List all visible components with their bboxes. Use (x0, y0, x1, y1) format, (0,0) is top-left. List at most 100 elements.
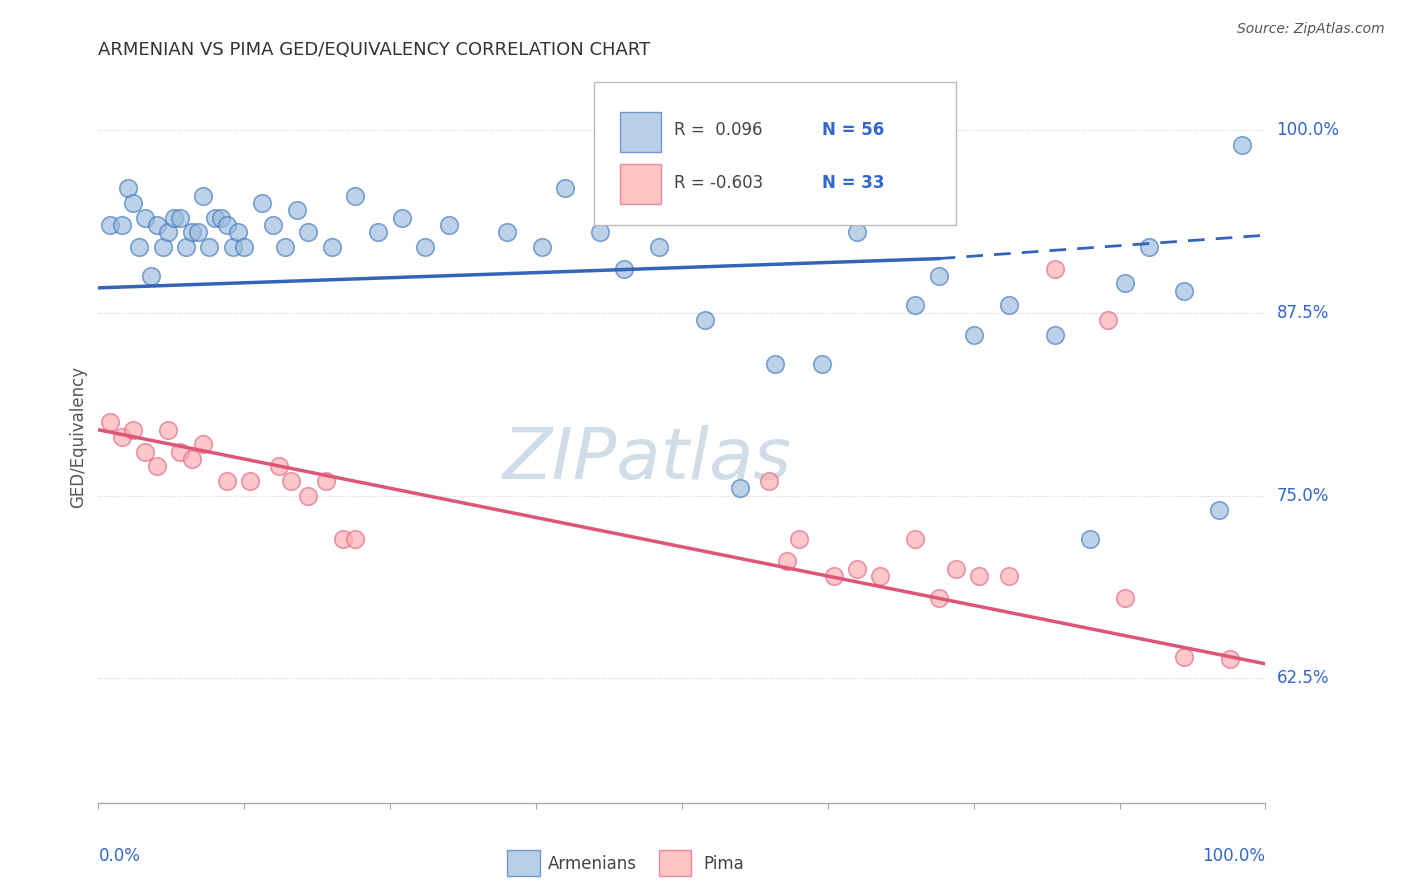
Point (613, 261, 636, 276)
Point (589, 225, 612, 239)
Point (169, 444, 191, 458)
Point (928, 591, 950, 605)
Text: 75.0%: 75.0% (1277, 487, 1329, 505)
Point (134, 211, 156, 225)
Text: 0.0%: 0.0% (98, 847, 141, 865)
Point (846, 562, 869, 576)
Point (157, 423, 180, 437)
Point (228, 225, 250, 239)
Point (321, 240, 343, 254)
Point (997, 298, 1019, 312)
FancyBboxPatch shape (620, 112, 661, 152)
Point (111, 218, 134, 232)
Point (146, 218, 169, 232)
Text: 87.5%: 87.5% (1277, 304, 1329, 322)
Point (122, 423, 145, 437)
Point (146, 459, 169, 474)
FancyBboxPatch shape (658, 850, 692, 876)
Point (269, 459, 291, 474)
Point (280, 474, 302, 488)
Point (997, 569, 1019, 583)
Point (98, 416, 121, 430)
Point (1219, 652, 1241, 666)
Point (180, 452, 202, 467)
Point (315, 474, 337, 488)
Point (730, 481, 752, 495)
Point (209, 211, 232, 225)
Point (221, 240, 243, 254)
Point (139, 269, 162, 284)
Point (904, 298, 927, 312)
Y-axis label: GED/Equivalency: GED/Equivalency (69, 366, 87, 508)
Point (787, 533, 810, 547)
Point (695, 313, 717, 327)
Point (215, 218, 238, 232)
Text: 100.0%: 100.0% (1277, 121, 1340, 139)
Point (332, 533, 354, 547)
Point (1114, 277, 1136, 291)
Point (823, 569, 845, 583)
Point (122, 196, 145, 211)
Text: 100.0%: 100.0% (1202, 847, 1265, 865)
Text: ARMENIAN VS PIMA GED/EQUIVALENCY CORRELATION CHART: ARMENIAN VS PIMA GED/EQUIVALENCY CORRELA… (98, 41, 651, 59)
Text: Armenians: Armenians (548, 855, 637, 872)
Point (128, 240, 150, 254)
Point (193, 437, 215, 451)
Point (1137, 240, 1160, 254)
Point (98, 218, 121, 232)
Point (297, 225, 319, 239)
Point (187, 225, 209, 239)
Point (233, 240, 256, 254)
Point (1114, 591, 1136, 605)
Point (554, 181, 576, 195)
Point (945, 562, 967, 576)
Point (1097, 313, 1119, 327)
Point (117, 181, 139, 195)
Point (1173, 284, 1195, 298)
Text: N = 56: N = 56 (823, 121, 884, 139)
Point (274, 240, 297, 254)
Point (437, 218, 460, 232)
Point (250, 196, 273, 211)
FancyBboxPatch shape (508, 850, 540, 876)
Text: ZIPatlas: ZIPatlas (502, 425, 792, 493)
Point (111, 430, 134, 444)
Text: R = -0.603: R = -0.603 (673, 174, 763, 192)
Point (1173, 649, 1195, 664)
Point (239, 474, 262, 488)
Point (391, 211, 413, 225)
Point (496, 225, 519, 239)
Point (285, 203, 308, 218)
Point (413, 240, 436, 254)
Point (174, 240, 197, 254)
Point (134, 444, 156, 458)
Text: N = 33: N = 33 (823, 174, 884, 192)
Point (157, 225, 180, 239)
Point (530, 240, 553, 254)
Point (928, 269, 950, 284)
Point (1045, 261, 1067, 276)
Point (344, 188, 367, 202)
Point (163, 211, 186, 225)
Point (1045, 327, 1067, 342)
Point (962, 327, 984, 342)
Point (758, 474, 780, 488)
Point (763, 357, 786, 371)
Text: Pima: Pima (703, 855, 744, 872)
Point (904, 533, 927, 547)
Point (344, 533, 367, 547)
Point (297, 489, 319, 503)
Point (776, 554, 799, 568)
Point (152, 240, 174, 254)
Point (1208, 503, 1230, 517)
Point (1080, 533, 1102, 547)
Point (198, 240, 221, 254)
Text: R =  0.096: R = 0.096 (673, 121, 762, 139)
Point (193, 188, 215, 202)
Point (1230, 137, 1253, 152)
Point (169, 211, 191, 225)
Point (367, 225, 389, 239)
Text: Source: ZipAtlas.com: Source: ZipAtlas.com (1237, 22, 1385, 37)
Point (204, 211, 226, 225)
Point (869, 569, 891, 583)
